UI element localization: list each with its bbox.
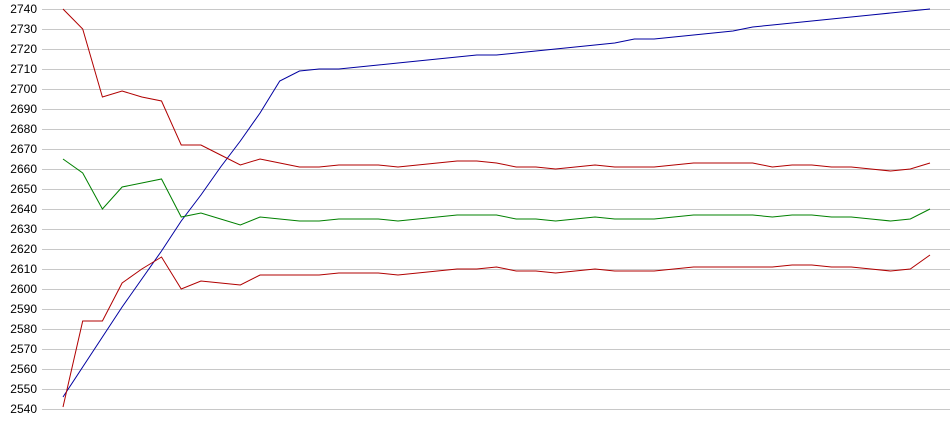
- y-tick-label: 2730: [10, 22, 37, 36]
- y-tick-label: 2640: [10, 202, 37, 216]
- y-tick-label: 2540: [10, 402, 37, 416]
- y-tick-label: 2740: [10, 2, 37, 16]
- y-tick-label: 2660: [10, 162, 37, 176]
- y-tick-label: 2600: [10, 282, 37, 296]
- y-tick-label: 2690: [10, 102, 37, 116]
- y-tick-label: 2700: [10, 82, 37, 96]
- y-tick-label: 2680: [10, 122, 37, 136]
- y-tick-label: 2650: [10, 182, 37, 196]
- y-tick-label: 2630: [10, 222, 37, 236]
- y-tick-label: 2610: [10, 262, 37, 276]
- y-tick-label: 2570: [10, 342, 37, 356]
- series-line: [62, 158, 931, 226]
- y-tick-label: 2670: [10, 142, 37, 156]
- y-tick-label: 2550: [10, 382, 37, 396]
- series-line: [62, 8, 931, 398]
- y-tick-label: 2710: [10, 62, 37, 76]
- y-tick-label: 2720: [10, 42, 37, 56]
- y-tick-label: 2620: [10, 242, 37, 256]
- series-line: [62, 8, 931, 172]
- y-tick-label: 2560: [10, 362, 37, 376]
- y-tick-label: 2590: [10, 302, 37, 316]
- series-line: [62, 254, 931, 408]
- y-tick-label: 2580: [10, 322, 37, 336]
